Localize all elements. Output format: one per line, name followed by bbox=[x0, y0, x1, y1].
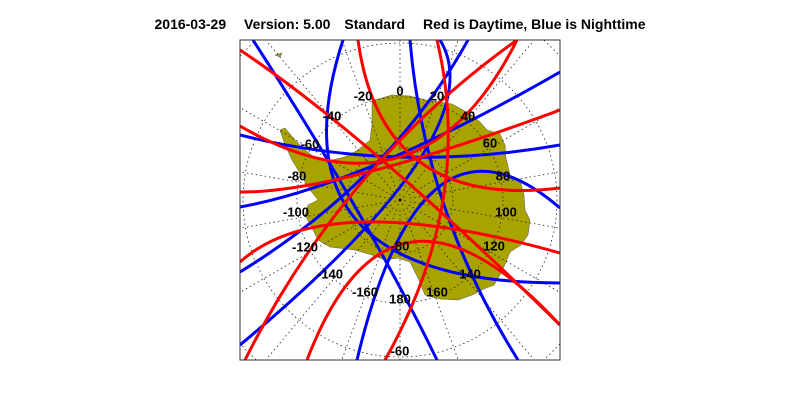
meridian-line bbox=[409, 201, 560, 229]
meridian-line bbox=[240, 201, 391, 229]
longitude-label: 100 bbox=[495, 204, 517, 219]
daytime-track bbox=[240, 108, 560, 194]
longitude-label: 120 bbox=[483, 238, 505, 253]
longitude-label: -120 bbox=[292, 239, 318, 254]
daytime-track bbox=[240, 40, 519, 165]
longitude-label: 20 bbox=[430, 88, 444, 103]
latitude-circle bbox=[296, 96, 504, 304]
longitude-label: -40 bbox=[323, 108, 342, 123]
longitude-label: -140 bbox=[317, 266, 343, 281]
longitude-label: -80 bbox=[288, 168, 307, 183]
longitude-label: 60 bbox=[483, 135, 497, 150]
map-frame bbox=[239, 39, 561, 361]
longitude-label: 180 bbox=[389, 291, 411, 306]
longitude-label: 160 bbox=[426, 284, 448, 299]
longitude-label: -160 bbox=[352, 284, 378, 299]
latitude-circle bbox=[346, 146, 454, 254]
longitude-label: 0 bbox=[396, 83, 403, 98]
daytime-track bbox=[243, 40, 518, 360]
latitude-label: -80 bbox=[391, 238, 410, 253]
longitude-label: -20 bbox=[354, 88, 373, 103]
meridian-line bbox=[406, 40, 535, 193]
nighttime-track bbox=[251, 40, 439, 360]
longitude-label: -60 bbox=[301, 136, 320, 151]
longitude-label: -100 bbox=[283, 204, 309, 219]
meridian-line bbox=[265, 207, 394, 360]
date-label: 2016-03-29 bbox=[154, 16, 227, 32]
nighttime-track bbox=[355, 169, 560, 360]
south-pole-marker bbox=[398, 198, 402, 202]
longitude-label: 80 bbox=[496, 168, 510, 183]
nighttime-track bbox=[408, 40, 520, 360]
latitude-circle bbox=[242, 42, 558, 358]
latitude-label: -60 bbox=[391, 343, 410, 358]
legend-text: Red is Daytime, Blue is Nighttime bbox=[422, 16, 646, 32]
mode-label: Standard bbox=[344, 16, 406, 32]
daytime-track bbox=[383, 40, 450, 360]
daytime-track bbox=[240, 220, 560, 264]
longitude-label: 40 bbox=[461, 108, 475, 123]
longitude-label: 140 bbox=[459, 266, 481, 281]
version-label: Version: 5.00 bbox=[244, 16, 331, 32]
map-title: 2016-03-29 Version: 5.00 Standard Red is … bbox=[0, 16, 800, 32]
nighttime-track bbox=[240, 40, 470, 274]
meridian-line bbox=[240, 171, 391, 199]
latitude-circle bbox=[394, 194, 406, 206]
daytime-track bbox=[356, 40, 560, 193]
daytime-track bbox=[305, 239, 560, 360]
meridian-line bbox=[409, 171, 560, 199]
meridian-line bbox=[406, 207, 535, 360]
